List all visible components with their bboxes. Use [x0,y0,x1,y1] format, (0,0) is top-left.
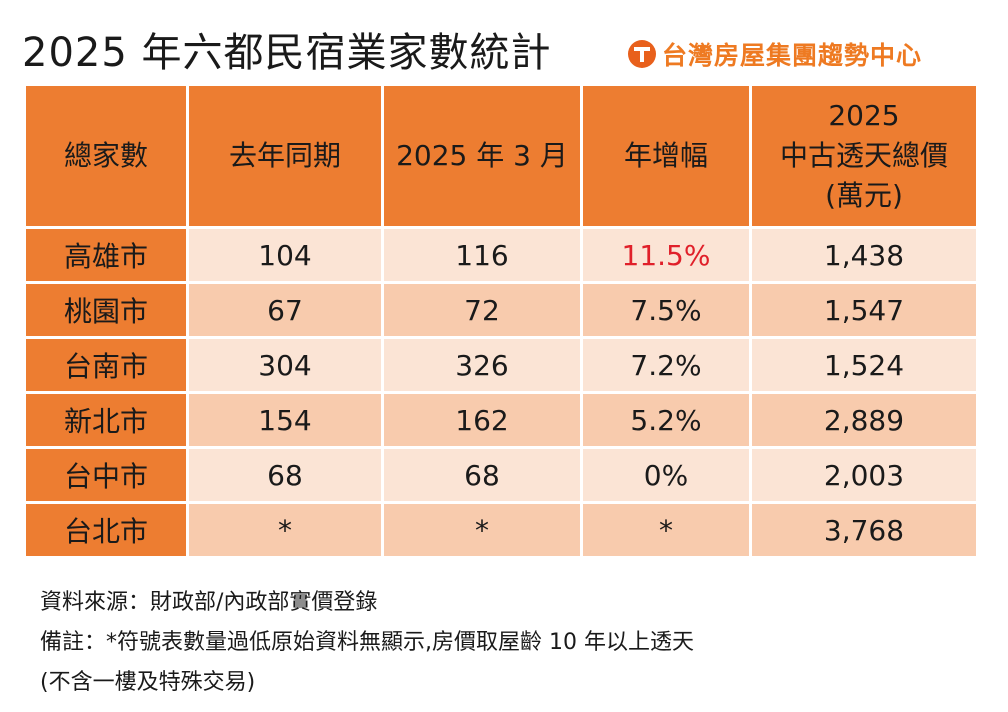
growth-cell: 5.2% [580,391,752,449]
city-cell: 台中市 [23,446,189,504]
mar-2025-cell: 72 [381,281,583,339]
city-cell: 新北市 [23,391,189,449]
last-year-cell: 68 [186,446,384,504]
remark-note-2: (不含一樓及特殊交易) [40,670,256,695]
brand-logo: 台灣房屋集團趨勢中心 [628,36,922,72]
growth-cell: * [580,501,752,559]
growth-cell: 7.2% [580,336,752,394]
header-price-unit: (萬元) [825,179,903,212]
last-year-cell: 304 [186,336,384,394]
source-note: 資料來源：財政部/內政部實價登錄 [40,590,378,615]
last-year-cell: * [186,501,384,559]
header-last-year: 去年同期 [186,83,384,229]
taiwan-realty-logo-icon [628,40,656,68]
price-cell: 2,889 [749,391,979,449]
header-mar-2025: 2025 年 3 月 [381,83,583,229]
header-total: 總家數 [23,83,189,229]
last-year-cell: 67 [186,281,384,339]
last-year-cell: 154 [186,391,384,449]
price-cell: 1,547 [749,281,979,339]
remark-note: 備註：*符號表數量過低原始資料無顯示,房價取屋齡 10 年以上透天 [40,630,694,655]
mar-2025-cell: 326 [381,336,583,394]
table-row: 台北市 * * * 3,768 [23,501,979,559]
table-row: 高雄市 104 116 11.5% 1,438 [23,226,979,284]
growth-cell: 0% [580,446,752,504]
price-cell: 1,524 [749,336,979,394]
city-cell: 台北市 [23,501,189,559]
price-cell: 3,768 [749,501,979,559]
mar-2025-cell: 68 [381,446,583,504]
logo-text: 台灣房屋集團趨勢中心 [662,41,923,70]
page-title: 2025 年六都民宿業家數統計 [22,30,552,76]
header-price-label: 中古透天總價 [779,139,948,172]
mar-2025-cell: 162 [381,391,583,449]
header-price-year: 2025 [828,99,900,132]
city-cell: 桃園市 [23,281,189,339]
table-row: 桃園市 67 72 7.5% 1,547 [23,281,979,339]
statistics-table: 總家數 去年同期 2025 年 3 月 年增幅 2025 中古透天總價 (萬元)… [23,83,979,559]
city-cell: 台南市 [23,336,189,394]
header-price: 2025 中古透天總價 (萬元) [749,83,979,229]
price-cell: 1,438 [749,226,979,284]
table-row: 新北市 154 162 5.2% 2,889 [23,391,979,449]
growth-cell: 11.5% [580,226,752,284]
mar-2025-cell: 116 [381,226,583,284]
last-year-cell: 104 [186,226,384,284]
table-header-row: 總家數 去年同期 2025 年 3 月 年增幅 2025 中古透天總價 (萬元) [23,83,979,229]
table-row: 台中市 68 68 0% 2,003 [23,446,979,504]
price-cell: 2,003 [749,446,979,504]
header-growth: 年增幅 [580,83,752,229]
growth-cell: 7.5% [580,281,752,339]
table-row: 台南市 304 326 7.2% 1,524 [23,336,979,394]
mar-2025-cell: * [381,501,583,559]
city-cell: 高雄市 [23,226,189,284]
